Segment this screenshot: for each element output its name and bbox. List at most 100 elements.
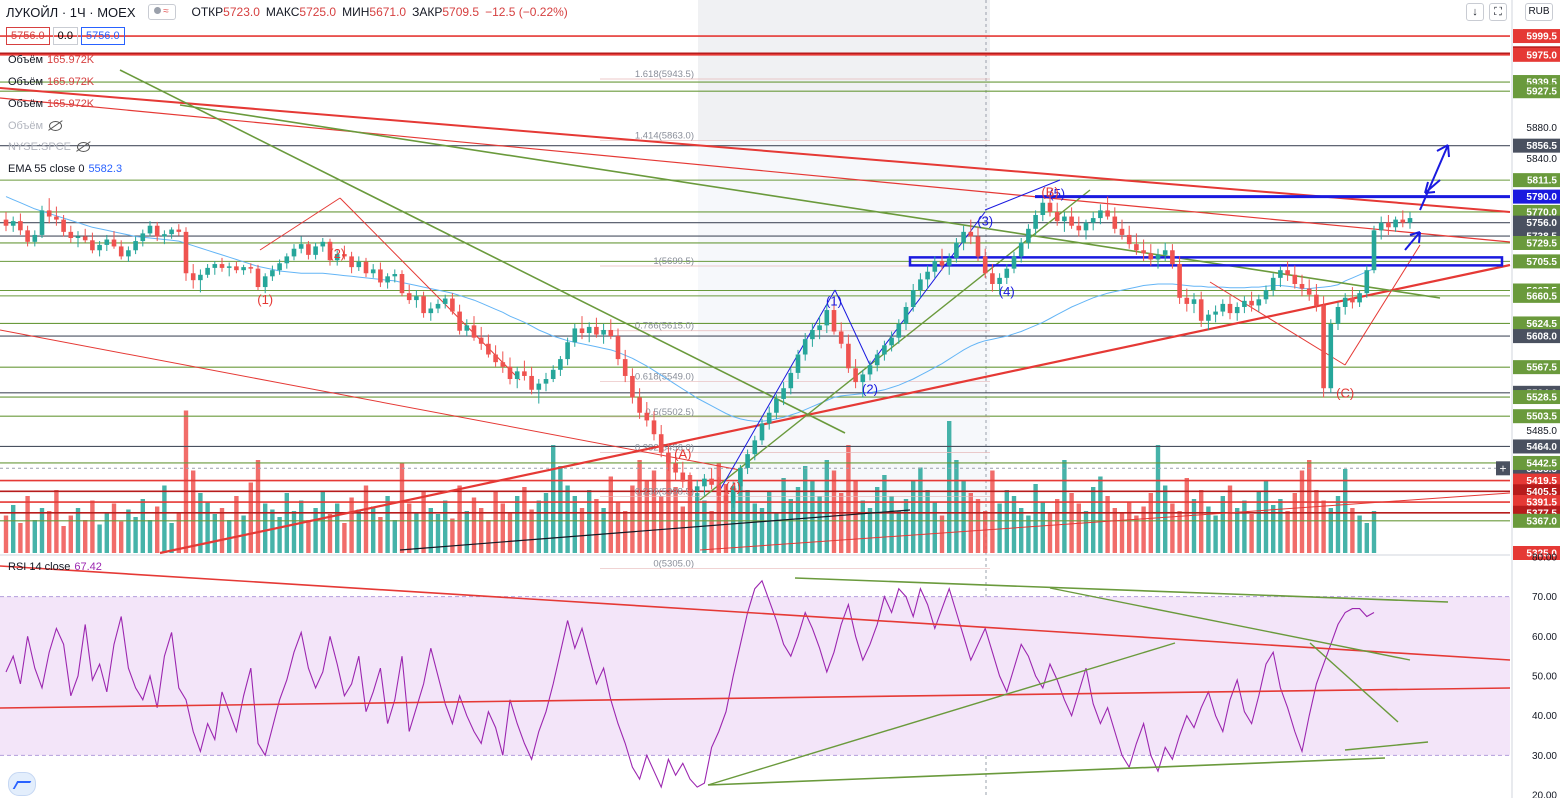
volume-bar (997, 503, 1002, 553)
volume-bar (1220, 496, 1225, 553)
candle-body (298, 244, 304, 249)
volume-bar (1227, 485, 1233, 553)
volume-bar (551, 445, 556, 553)
candle-body (1054, 211, 1060, 222)
symbol-title[interactable]: ЛУКОЙЛ · 1Ч · MOEX (6, 4, 136, 20)
price-label-badge (1513, 173, 1560, 188)
volume-bar (803, 466, 808, 553)
candle-body (1407, 218, 1413, 223)
candle-body (514, 371, 520, 380)
volume-bar (392, 520, 397, 553)
candle-body (327, 241, 333, 261)
volume-bar (1199, 490, 1204, 553)
volume-bar (975, 499, 981, 553)
candle-body (1292, 274, 1298, 284)
hidden-eye-icon[interactable] (76, 142, 90, 153)
close-label: ЗАКР (412, 5, 443, 19)
volume-bar (651, 470, 657, 553)
price-axis-label: 5608.0 (1526, 332, 1557, 343)
indicator-ema[interactable]: EMA 55 close 0 5582.3 (8, 163, 122, 175)
volume-bar (781, 478, 786, 553)
candle-body (478, 337, 484, 344)
volume-bar (1011, 496, 1017, 553)
candle-body (975, 236, 981, 257)
indicator-volume-hidden[interactable]: Объём (8, 120, 63, 132)
download-icon[interactable]: ↓ (1466, 3, 1484, 21)
candle-body (190, 273, 196, 281)
volume-bar (133, 517, 138, 553)
open-value: 5723.0 (223, 5, 260, 19)
volume-bar (522, 487, 527, 553)
volume-bar (659, 496, 664, 553)
fib-level-label: 1.618(5943.5) (635, 69, 694, 80)
trend-line (699, 189, 1091, 501)
volume-bar (176, 512, 181, 553)
rsi-trend-line (794, 577, 1449, 603)
candle-body (954, 242, 959, 258)
candle-body (1249, 300, 1254, 306)
compare-toggle[interactable]: ≈ (147, 4, 176, 20)
volume-bar (1105, 496, 1110, 553)
candle-body (493, 354, 498, 363)
price-axis-label: 5377.5 (1526, 508, 1557, 519)
candle-body (1177, 264, 1182, 298)
candle-body (370, 269, 376, 274)
volume-bar (1112, 508, 1117, 553)
indicator-compare-spce[interactable]: NYSE:SPCE (8, 141, 90, 153)
candle-body (10, 221, 16, 226)
volume-bar (536, 500, 541, 553)
candle-body (1213, 311, 1218, 315)
volume-bar (723, 484, 729, 553)
price-axis-label: 5811.5 (1527, 176, 1557, 187)
candle-body (896, 323, 902, 338)
volume-bar (32, 520, 37, 553)
candle-body (918, 279, 923, 291)
candle-body (471, 325, 477, 338)
indicator-value: 165.972K (47, 98, 95, 110)
fullscreen-icon[interactable]: ⛶ (1489, 3, 1507, 21)
volume-bar (1062, 460, 1067, 553)
volume-bar (1040, 502, 1045, 553)
volume-bar (407, 503, 412, 553)
indicator-volume-1[interactable]: Объём 165.972K (8, 54, 94, 66)
wave-label: (5) (1049, 186, 1065, 201)
currency-button[interactable]: RUB (1525, 3, 1553, 21)
volume-bar (615, 502, 621, 553)
ema-line (5, 196, 1375, 422)
open-label: ОТКР (191, 5, 224, 19)
candle-body (766, 412, 772, 424)
crosshair-add-icon: + (1499, 461, 1506, 475)
fib-level-label: 0.5(5502.5) (645, 407, 694, 418)
rsi-band (0, 596, 1510, 756)
volume-bar (1263, 481, 1269, 553)
candle-body (349, 256, 354, 268)
fib-level-label: 0.786(5615.0) (635, 321, 694, 332)
candle-body (802, 339, 808, 355)
volume-bar (162, 485, 167, 553)
candle-body (1263, 290, 1269, 300)
candle-body (860, 374, 866, 383)
tradingview-logo-icon[interactable] (8, 772, 36, 796)
candle-body (334, 254, 340, 261)
trend-line (399, 509, 911, 551)
candle-body (608, 329, 614, 337)
volume-bar (752, 503, 757, 553)
wave-label: (4) (725, 480, 741, 495)
volume-bar (810, 481, 815, 553)
sell-price-box[interactable]: 5756.0 (6, 27, 50, 45)
indicator-rsi[interactable]: RSI 14 close 67.42 (8, 561, 102, 573)
volume-bar (385, 496, 390, 553)
hidden-eye-icon[interactable] (49, 121, 63, 132)
volume-bar (54, 490, 59, 553)
volume-bar (205, 502, 210, 553)
indicator-volume-3[interactable]: Объём 165.972K (8, 98, 94, 110)
candle-body (1227, 303, 1233, 314)
candle-body (183, 231, 189, 274)
indicator-volume-2[interactable]: Объём 165.972K (8, 76, 94, 88)
candle-body (932, 260, 938, 272)
buy-price-box[interactable]: 5756.0 (80, 27, 125, 45)
candle-body (1105, 210, 1110, 217)
price-label-badge (1513, 455, 1560, 470)
